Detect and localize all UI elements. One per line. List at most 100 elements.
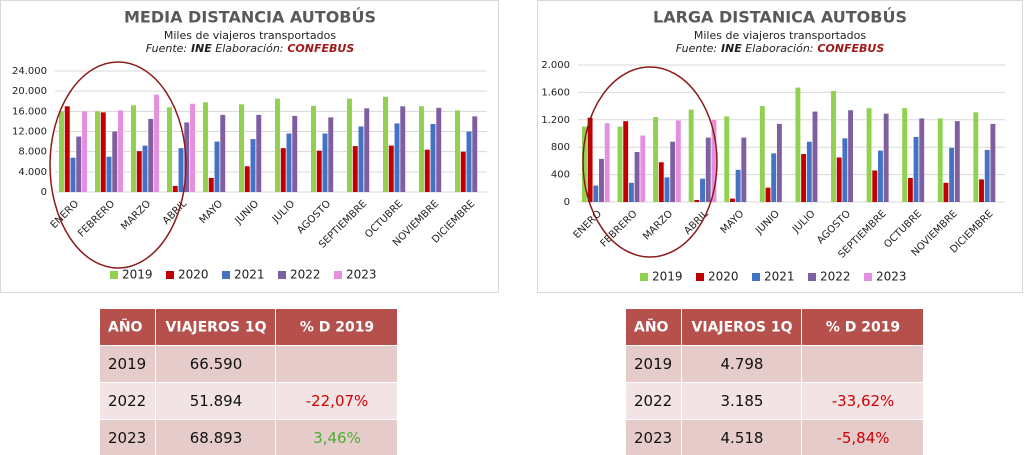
table-value: 2019 — [634, 355, 672, 373]
table-cell — [100, 420, 155, 455]
bar — [634, 151, 640, 202]
bar — [943, 182, 949, 202]
source-part: Elaboración: — [212, 42, 284, 55]
bar — [675, 120, 681, 202]
table-value: 4.518 — [721, 429, 764, 447]
legend-swatch — [864, 273, 872, 281]
bar — [670, 141, 676, 202]
y-tick-label: 400 — [551, 170, 570, 181]
bar — [430, 123, 436, 192]
bar — [913, 136, 919, 202]
bar — [705, 137, 711, 202]
bar — [59, 111, 64, 192]
table-header: VIAJEROS 1Q — [166, 320, 267, 336]
table-cell — [156, 346, 275, 382]
bar — [581, 126, 587, 202]
legend-swatch — [696, 273, 704, 281]
bar — [364, 108, 370, 192]
legend-swatch — [334, 271, 342, 279]
bar — [587, 117, 593, 202]
table-header: % D 2019 — [300, 320, 374, 336]
bar — [172, 185, 178, 192]
chart-subtitle: Miles de viajeros transportados — [164, 29, 336, 42]
bar — [400, 106, 406, 192]
source-part: Fuente: — [146, 42, 187, 55]
legend-swatch — [640, 273, 648, 281]
bar — [623, 121, 629, 202]
bar — [148, 118, 154, 192]
legend-label: 2019 — [652, 270, 683, 284]
table-cell — [682, 346, 801, 382]
table-cell — [156, 420, 275, 455]
bar — [883, 113, 889, 202]
bar — [640, 135, 646, 202]
chart-title: MEDIA DISTANCIA AUTOBÚS — [124, 8, 376, 27]
table-header: AÑO — [108, 319, 143, 336]
table-value: 2019 — [108, 355, 146, 373]
legend-swatch — [278, 271, 286, 279]
bar — [190, 103, 195, 192]
bar — [76, 136, 82, 192]
table-value: -5,84% — [836, 429, 889, 447]
bar — [280, 148, 286, 192]
table-header: VIAJEROS 1Q — [692, 320, 793, 336]
legend-swatch — [222, 271, 230, 279]
bar — [735, 169, 741, 202]
bar — [979, 179, 984, 202]
bar — [711, 119, 717, 202]
bar — [347, 98, 352, 192]
legend-swatch — [752, 273, 760, 281]
bar — [455, 110, 460, 192]
bar — [436, 107, 442, 192]
bar — [472, 116, 478, 192]
table-cell — [682, 420, 801, 455]
bar — [954, 121, 960, 202]
bar — [658, 162, 664, 202]
legend-label: 2020 — [708, 270, 739, 284]
table-value: 4.798 — [721, 355, 764, 373]
content: MEDIA DISTANCIA AUTOBÚS Miles de viajeros… — [12, 8, 1005, 455]
y-tick-label: 20.000 — [12, 86, 47, 97]
bar — [328, 117, 334, 192]
highlight-ellipse — [49, 61, 187, 269]
bar — [937, 118, 943, 202]
bar — [919, 118, 925, 202]
table-header-cell — [682, 309, 801, 345]
y-tick-label: 0 — [564, 197, 570, 208]
legend-label: 2022 — [820, 270, 851, 284]
bar — [208, 177, 214, 192]
table-value: 51.894 — [190, 392, 243, 410]
table-cell — [682, 383, 801, 419]
table-header-cell — [626, 309, 681, 345]
bar — [352, 146, 358, 192]
bar — [653, 117, 659, 202]
bar — [801, 154, 807, 202]
bar — [388, 145, 394, 192]
bar — [203, 102, 208, 192]
bar — [795, 87, 801, 202]
bar — [973, 112, 979, 202]
bar — [394, 123, 400, 192]
y-tick-label: 800 — [551, 142, 570, 153]
table-value: -33,62% — [832, 392, 895, 410]
bar — [100, 112, 106, 192]
table-value: 2022 — [108, 392, 146, 410]
table-header: % D 2019 — [826, 320, 900, 336]
bar — [142, 145, 148, 192]
bar — [419, 106, 424, 192]
table-cell — [802, 420, 923, 455]
bar — [806, 141, 812, 202]
source-part: INE — [187, 42, 212, 55]
bar — [154, 94, 159, 192]
y-tick-label: 24.000 — [12, 66, 47, 77]
bar — [358, 126, 364, 192]
table-value: 2023 — [108, 429, 146, 447]
table-cell — [100, 346, 155, 382]
table-cell — [626, 346, 681, 382]
bar — [664, 177, 670, 202]
y-tick-label: 0 — [41, 187, 47, 198]
source-part: Elaboración: — [742, 42, 814, 55]
table-value: 3,46% — [313, 429, 361, 447]
bar — [984, 149, 990, 202]
